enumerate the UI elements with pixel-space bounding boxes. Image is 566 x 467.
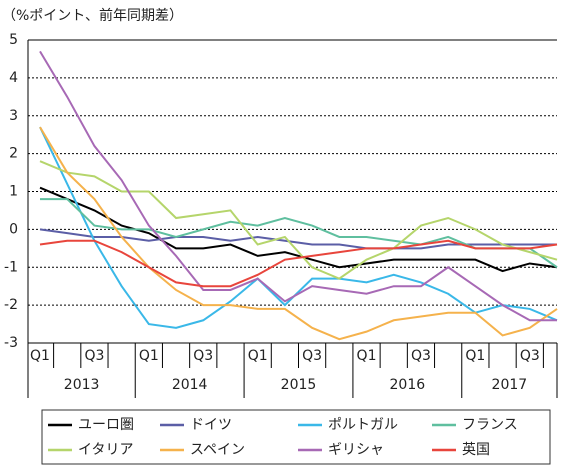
series-line [39, 228, 557, 250]
y-tick-label: 5 [9, 32, 18, 48]
y-tick-label: 4 [9, 70, 18, 86]
series-line [39, 160, 558, 280]
legend-label: ポルトガル [328, 417, 398, 433]
x-tick-label: Q3 [84, 348, 104, 364]
series-line [39, 126, 558, 329]
x-tick-label: Q1 [30, 348, 50, 364]
y-tick-label: 3 [9, 108, 18, 124]
legend-label: 英国 [462, 441, 490, 458]
series-line [39, 126, 558, 341]
y-tick-label: 2 [9, 146, 18, 162]
year-label: 2013 [64, 377, 100, 393]
year-label: 2014 [172, 377, 208, 393]
legend-label: ギリシャ [328, 442, 384, 458]
y-tick-label: -1 [4, 259, 18, 275]
year-label: 2016 [390, 377, 426, 393]
x-tick-label: Q1 [465, 348, 485, 364]
legend-label: スペイン [190, 442, 245, 458]
x-tick-label: Q1 [139, 348, 159, 364]
legend-label: ユーロ圏 [78, 417, 134, 433]
y-tick-label: 0 [9, 221, 18, 237]
series-line [39, 50, 557, 322]
y-tick-label: -2 [4, 297, 18, 313]
x-tick-label: Q1 [248, 348, 268, 364]
x-tick-label: Q3 [302, 348, 322, 364]
legend-label: フランス [462, 417, 518, 433]
x-tick-label: Q3 [520, 348, 540, 364]
x-tick-label: Q3 [411, 348, 431, 364]
chart-title: （%ポイント、前年同期差） [2, 7, 183, 24]
y-tick-label: -3 [4, 335, 18, 351]
x-tick-label: Q3 [193, 348, 213, 364]
legend-box [41, 409, 551, 465]
series-line [39, 186, 558, 273]
series-line [39, 239, 558, 288]
x-tick-label: Q1 [357, 348, 377, 364]
year-label: 2015 [281, 377, 317, 393]
year-label: 2017 [492, 377, 528, 393]
y-tick-label: 1 [9, 184, 18, 200]
legend-label: ドイツ [190, 417, 232, 433]
legend-label: イタリア [78, 442, 133, 458]
